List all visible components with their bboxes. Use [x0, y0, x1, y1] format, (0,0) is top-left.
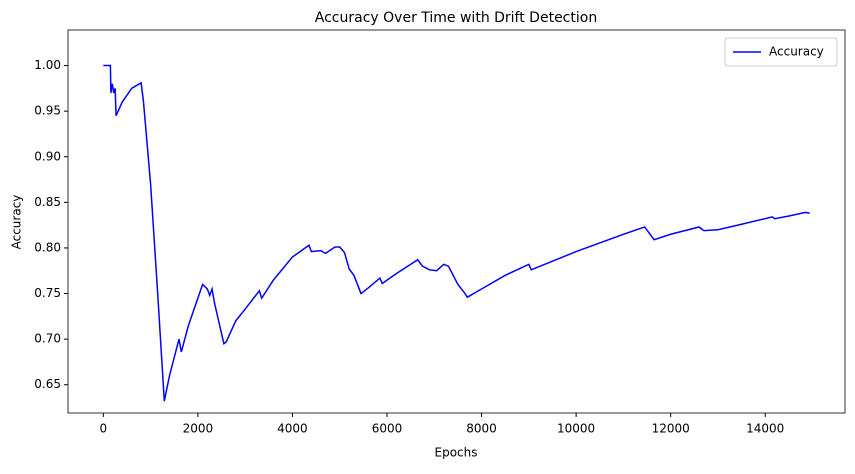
- plot-frame: [67, 29, 846, 414]
- x-tick-label: 2000: [183, 422, 214, 436]
- x-tick-label: 6000: [372, 422, 403, 436]
- x-tick-label: 4000: [277, 422, 308, 436]
- y-tick-label: 1.00: [34, 58, 61, 72]
- chart-title: Accuracy Over Time with Drift Detection: [315, 10, 597, 26]
- y-tick-label: 0.65: [34, 377, 61, 391]
- x-tick-label: 0: [99, 422, 107, 436]
- y-tick-label: 0.80: [34, 240, 61, 254]
- x-axis-label: Epochs: [435, 446, 478, 460]
- legend-label: Accuracy: [769, 45, 824, 59]
- legend-box: [724, 37, 838, 67]
- y-tick-label: 0.75: [34, 286, 61, 300]
- y-axis-label: Accuracy: [10, 195, 24, 250]
- x-tick-label: 10000: [557, 422, 595, 436]
- y-tick-label: 0.85: [34, 195, 61, 209]
- x-tick-label: 12000: [652, 422, 690, 436]
- y-tick-label: 0.70: [34, 332, 61, 346]
- x-tick-label: 8000: [466, 422, 497, 436]
- x-tick-label: 14000: [746, 422, 784, 436]
- y-tick-label: 0.90: [34, 149, 61, 163]
- y-tick-label: 0.95: [34, 104, 61, 118]
- data-line: [103, 64, 810, 402]
